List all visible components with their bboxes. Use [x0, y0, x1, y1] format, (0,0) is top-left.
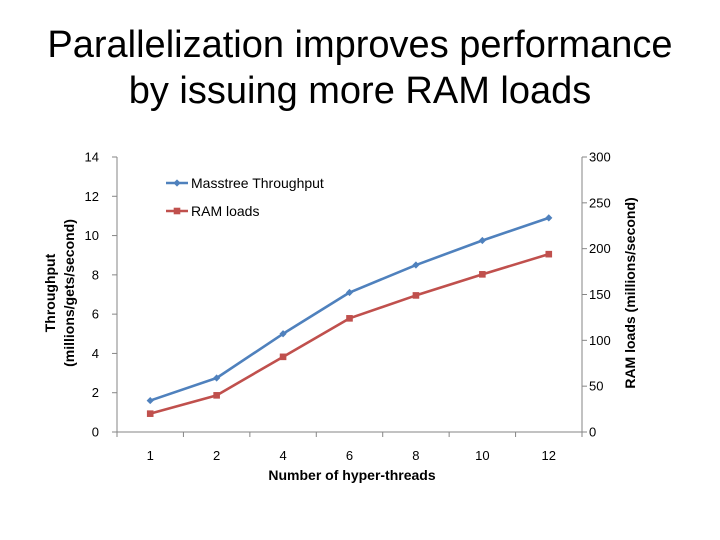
y-left-tick-label: 4 — [92, 346, 99, 361]
series-line-ram-loads — [149, 252, 550, 415]
data-point-ram-loads — [146, 410, 154, 417]
x-tick-label: 12 — [542, 448, 556, 463]
data-point-masstree-throughput — [146, 396, 154, 405]
y-left-tick-label: 8 — [92, 267, 99, 282]
slide-title-line-2: by issuing more RAM loads — [128, 70, 592, 112]
y-right-tick-label: 150 — [589, 287, 611, 302]
legend-label-masstree-throughput: Masstree Throughput — [191, 175, 324, 191]
data-point-masstree-throughput — [478, 236, 486, 245]
data-point-masstree-throughput — [545, 214, 553, 222]
data-point-masstree-throughput — [213, 374, 221, 382]
data-point-ram-loads — [412, 292, 420, 299]
y-right-tick-label: 300 — [589, 150, 611, 165]
y-left-tick-label: 2 — [92, 385, 99, 400]
y-left-tick-label: 14 — [85, 150, 99, 165]
data-point-masstree-throughput — [412, 261, 420, 269]
y-right-tick-label: 100 — [589, 333, 611, 348]
x-tick-label: 4 — [279, 448, 286, 463]
y-axis-right-title: RAM loads (millions/second) — [622, 197, 638, 388]
y-left-tick-label: 6 — [92, 307, 99, 322]
y-right-tick-label: 200 — [589, 241, 611, 256]
legend-label-ram-loads: RAM loads — [191, 203, 259, 219]
chart-series — [146, 214, 553, 417]
y-left-tick-label: 0 — [92, 425, 99, 440]
y-right-tick-label: 50 — [589, 379, 603, 394]
legend-marker-masstree-throughput — [173, 179, 181, 187]
x-tick-label: 10 — [475, 448, 489, 463]
data-point-ram-loads — [213, 392, 220, 399]
y-right-tick-label: 250 — [589, 195, 611, 210]
legend-marker-ram-loads — [173, 207, 181, 215]
y-axis-left-title-units: (millions/gets/second) — [61, 219, 77, 367]
y-right-tick-label: 0 — [589, 425, 596, 440]
data-point-masstree-throughput — [345, 288, 354, 297]
y-left-tick-label: 10 — [85, 228, 99, 243]
data-point-masstree-throughput — [279, 330, 287, 338]
x-tick-label: 8 — [412, 448, 419, 463]
y-left-tick-label: 12 — [85, 189, 99, 204]
data-point-ram-loads — [279, 353, 287, 361]
data-point-ram-loads — [346, 315, 353, 322]
chart-legend: Masstree Throughput RAM loads — [166, 175, 324, 219]
slide-title-line-1: Parallelization improves performance — [47, 24, 673, 66]
x-tick-label: 6 — [346, 448, 353, 463]
data-point-ram-loads — [545, 250, 553, 258]
x-tick-label: 1 — [147, 448, 154, 463]
series-line-masstree-throughput — [149, 216, 550, 402]
y-axis-left-title: Throughput — [42, 253, 58, 332]
data-point-ram-loads — [479, 271, 486, 278]
slide-title: Parallelization improves performance by … — [0, 22, 720, 114]
x-tick-label: 2 — [213, 448, 220, 463]
x-axis-title: Number of hyper-threads — [268, 467, 435, 483]
